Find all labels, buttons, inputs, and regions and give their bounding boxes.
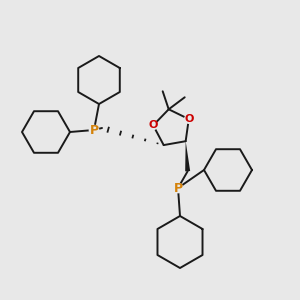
- Polygon shape: [185, 141, 190, 171]
- Circle shape: [173, 183, 183, 193]
- Circle shape: [149, 121, 157, 130]
- Text: P: P: [173, 182, 183, 194]
- Circle shape: [184, 115, 193, 123]
- Text: O: O: [148, 120, 158, 130]
- Text: O: O: [184, 114, 194, 124]
- Text: P: P: [89, 124, 99, 136]
- Circle shape: [89, 125, 99, 135]
